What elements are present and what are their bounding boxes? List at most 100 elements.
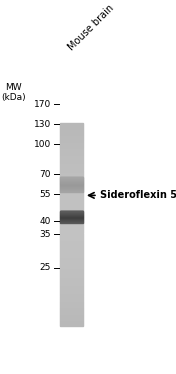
- Bar: [60, 182, 83, 183]
- Bar: [60, 316, 83, 317]
- Text: 40: 40: [40, 217, 51, 226]
- Bar: [60, 218, 83, 219]
- Bar: [60, 172, 83, 174]
- Bar: [60, 274, 83, 275]
- Bar: [60, 318, 83, 319]
- Bar: [60, 286, 83, 287]
- Bar: [60, 186, 83, 187]
- Bar: [60, 213, 83, 214]
- Bar: [60, 243, 83, 244]
- Bar: [60, 215, 83, 216]
- Bar: [60, 163, 83, 165]
- Bar: [60, 203, 83, 204]
- Bar: [60, 153, 83, 154]
- Bar: [60, 190, 83, 191]
- Bar: [60, 206, 83, 207]
- Bar: [60, 178, 83, 179]
- Text: 100: 100: [34, 140, 51, 149]
- Bar: [60, 138, 83, 139]
- Bar: [60, 267, 83, 268]
- Bar: [60, 245, 83, 246]
- Bar: [60, 180, 83, 181]
- Bar: [60, 193, 83, 194]
- Bar: [60, 290, 83, 291]
- Bar: [60, 251, 83, 252]
- Bar: [60, 131, 83, 132]
- Bar: [60, 298, 83, 300]
- Bar: [60, 132, 83, 133]
- Bar: [60, 232, 83, 233]
- Bar: [60, 289, 83, 290]
- Bar: [60, 275, 83, 276]
- Bar: [60, 141, 83, 142]
- Bar: [60, 162, 83, 163]
- Bar: [60, 281, 83, 282]
- Bar: [60, 271, 83, 272]
- Bar: [60, 197, 83, 198]
- Bar: [60, 295, 83, 297]
- Bar: [60, 205, 83, 206]
- Bar: [60, 287, 83, 288]
- Bar: [60, 135, 83, 136]
- Bar: [60, 148, 83, 149]
- Bar: [60, 212, 83, 213]
- Bar: [60, 311, 83, 312]
- Bar: [60, 194, 83, 195]
- Bar: [60, 129, 83, 130]
- Bar: [60, 125, 83, 126]
- Bar: [60, 174, 83, 175]
- Bar: [60, 306, 83, 307]
- Text: 55: 55: [40, 190, 51, 199]
- Bar: [60, 249, 83, 250]
- Bar: [60, 186, 83, 187]
- Bar: [60, 280, 83, 281]
- Bar: [60, 155, 83, 156]
- Bar: [60, 263, 83, 264]
- Bar: [60, 139, 83, 140]
- Bar: [60, 237, 83, 239]
- Bar: [60, 181, 83, 182]
- Bar: [60, 226, 83, 227]
- Bar: [60, 168, 83, 169]
- Bar: [60, 182, 83, 183]
- Bar: [60, 136, 83, 137]
- Bar: [60, 260, 83, 261]
- Bar: [60, 171, 83, 172]
- Bar: [60, 179, 83, 180]
- Bar: [60, 201, 83, 202]
- Text: 35: 35: [40, 230, 51, 239]
- Bar: [60, 277, 83, 278]
- Bar: [60, 144, 83, 145]
- Bar: [60, 261, 83, 262]
- Bar: [60, 324, 83, 325]
- Bar: [60, 321, 83, 322]
- Bar: [60, 183, 83, 184]
- Bar: [60, 314, 83, 315]
- Bar: [60, 179, 83, 180]
- Bar: [60, 150, 83, 151]
- Bar: [60, 130, 83, 131]
- Bar: [60, 202, 83, 203]
- Bar: [60, 146, 83, 147]
- Bar: [60, 240, 83, 242]
- Bar: [60, 128, 83, 129]
- Bar: [60, 262, 83, 263]
- Bar: [60, 257, 83, 258]
- Bar: [60, 325, 83, 326]
- Bar: [60, 175, 83, 177]
- Bar: [60, 278, 83, 279]
- Bar: [60, 123, 83, 124]
- Bar: [60, 244, 83, 245]
- Bar: [60, 145, 83, 146]
- Bar: [60, 188, 83, 189]
- Bar: [60, 272, 83, 273]
- Bar: [60, 254, 83, 255]
- Bar: [60, 151, 83, 152]
- Bar: [60, 255, 83, 256]
- Bar: [60, 312, 83, 313]
- Bar: [60, 266, 83, 267]
- Bar: [60, 297, 83, 298]
- Bar: [60, 157, 83, 158]
- Bar: [60, 276, 83, 277]
- Bar: [60, 236, 83, 237]
